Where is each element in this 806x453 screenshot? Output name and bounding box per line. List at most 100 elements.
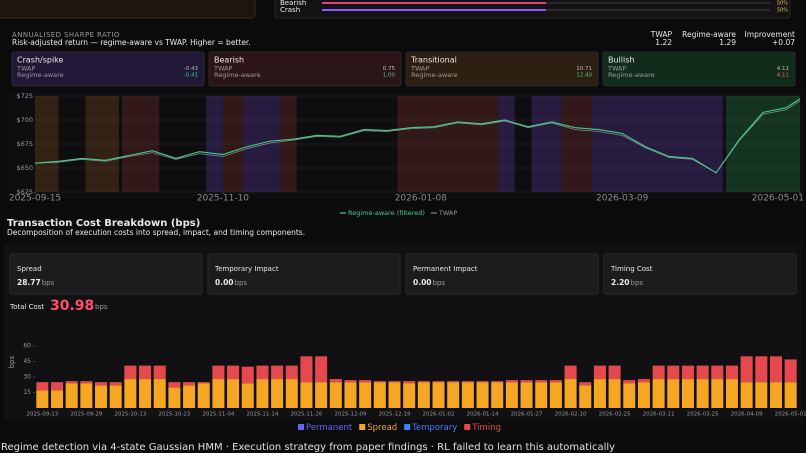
bar-segment [388,381,401,383]
bar-segment [461,382,474,408]
card-label: Temporary Impact [214,265,279,273]
bar-segment [359,382,372,408]
bar-segment [139,365,152,380]
bar-segment [50,382,64,391]
x-tick-label: 2025-12-09 [334,412,366,418]
bar-segment [696,365,709,380]
bar-segment [285,365,298,380]
x-tick-label: 2025-11-10 [197,194,250,204]
series-line [34,98,801,174]
bar-segment [549,382,562,408]
bar-segment [212,365,225,380]
total-label: Total Cost [9,303,44,311]
x-tick-label: 2025-11-14 [246,412,278,418]
card-value: 28.77 [17,278,41,287]
row-label: Bearish [280,0,306,7]
bar-segment [623,380,636,384]
x-tick-label: 2025-12-19 [379,412,411,418]
bar-segment [373,382,386,408]
bar-segment [329,382,342,408]
cost-card [207,253,401,295]
bar [322,2,546,4]
bar-segment [403,381,416,384]
bar-segment [755,356,768,383]
bar-segment [359,380,372,383]
y-tick-label: 30 [23,373,31,380]
legend-swatch [298,424,304,430]
legend-swatch [359,424,366,430]
regime-band [35,96,59,192]
regime-band [561,96,592,192]
legend-label: Timing [471,423,501,433]
bar-segment [212,379,225,408]
bar-segment [124,365,137,380]
bar-segment [197,382,210,384]
card-value: 2.20 [611,278,630,287]
x-tick-label: 2026-01-27 [511,412,543,418]
regime-band [222,96,244,192]
card-row-label: Regime-aware [17,71,64,79]
card-title: Bullish [608,56,634,65]
x-tick-label: 2025-10-13 [114,412,146,418]
bar-segment [447,382,460,408]
x-tick-label: 2026-05-01 [775,412,806,418]
bar-segment [740,356,753,383]
bar-segment [153,365,166,380]
card-unit: bps [235,279,248,287]
bar-segment [637,379,650,383]
summary-label: Improvement [745,30,796,39]
card-title: Crash/spike [17,56,64,65]
cost-card [9,253,203,295]
bar-segment [256,379,269,408]
x-tick-label: 2026-02-10 [555,412,587,418]
bar-segment [227,365,240,380]
x-tick-label: 2025-09-15 [9,194,61,204]
card-row-label: TWAP [16,65,35,73]
bar-segment [725,379,738,408]
bar-segment [476,381,489,383]
bar-segment [681,379,694,408]
y-tick-label: $725 [16,92,33,100]
bar-segment [168,382,181,388]
bar-segment [139,379,152,408]
bar-segment [784,359,797,383]
bar-segment [637,382,650,408]
summary-value: 1.29 [719,38,736,47]
top-right-panel [274,0,791,19]
bar-segment [256,365,269,380]
bar-segment [608,365,621,380]
bar-segment [711,365,724,380]
y-tick-label: $625 [16,188,33,196]
bar-segment [564,379,577,408]
bar-segment [80,381,93,384]
x-tick-label: 2025-11-04 [202,412,234,418]
bar-segment [315,356,328,383]
regime-band [591,96,723,192]
regime-band [243,96,280,192]
x-tick-label: 2026-01-02 [423,412,455,418]
bar-segment [80,383,93,408]
x-tick-label: 2025-11-26 [290,412,322,418]
x-tick-label: 2026-03-09 [596,194,649,204]
bar-segment [681,365,694,380]
card-row-value: 4.11 [777,73,789,79]
value-label: 50% [777,1,788,7]
total-unit: bps [95,303,108,311]
card-value: 0.00 [413,278,432,287]
x-tick-label: 2026-02-25 [599,412,631,418]
bar-segment [769,356,783,383]
cost-card [405,253,599,295]
section-title: ANNUALISED SHARPE RATIO [12,31,120,39]
top-left-panel [0,0,256,19]
card-unit: bps [433,279,446,287]
bar-segment [755,382,768,408]
bar-segment [447,381,460,383]
summary-label: Regime-aware [682,30,736,39]
bar-segment [505,380,518,383]
bar-segment [403,383,416,408]
bar-segment [50,390,64,408]
card-title: Bearish [214,56,244,65]
regime-band [85,96,119,192]
value-label: 50% [777,8,788,14]
bar-segment [197,383,210,408]
